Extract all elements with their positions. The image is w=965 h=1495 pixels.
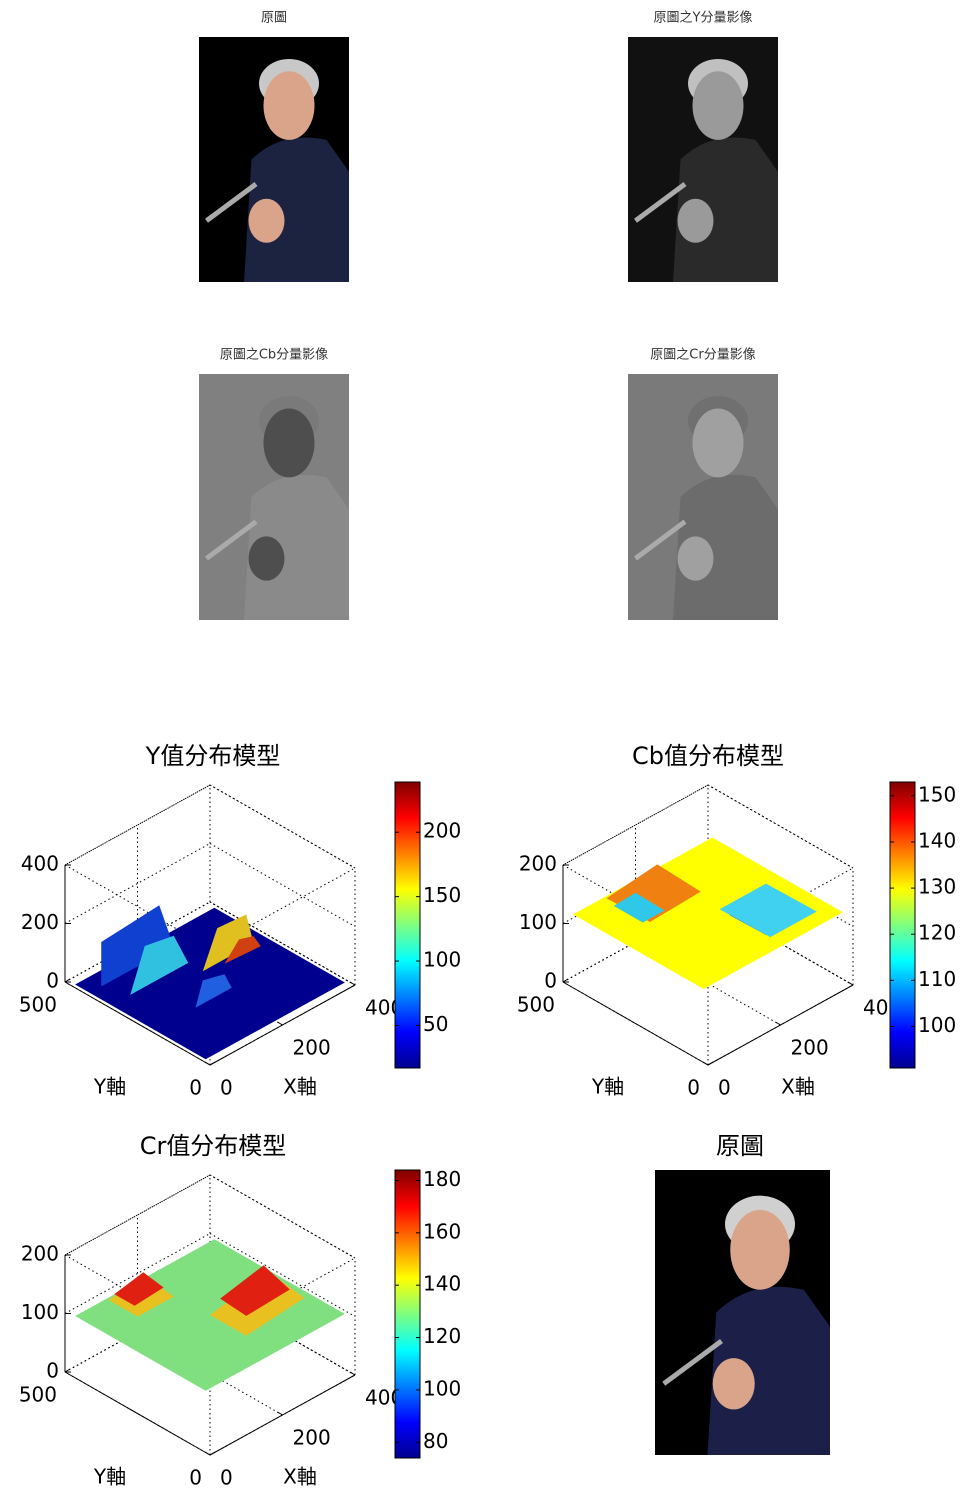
z-tick-label: 0	[46, 969, 59, 993]
tick-mark	[848, 982, 853, 985]
y-tick-label: 500	[19, 993, 57, 1017]
tick-mark	[210, 1452, 215, 1455]
y-tick-label: 0	[189, 1076, 202, 1100]
tick-mark	[205, 1062, 210, 1065]
y-tick-label: 500	[19, 1383, 57, 1407]
colorbar-tick-label: 200	[423, 819, 461, 843]
photo-face	[693, 71, 744, 140]
photo	[655, 1170, 830, 1455]
box-edge	[210, 785, 355, 868]
x-axis-label: X軸	[283, 1075, 317, 1099]
x-axis-label: X軸	[781, 1075, 815, 1099]
z-tick-label: 200	[21, 910, 59, 934]
colorbar-tick-label: 120	[918, 921, 956, 945]
y-axis	[65, 1372, 210, 1455]
y-axis	[563, 982, 708, 1065]
chart-title: Cb值分布模型	[632, 742, 784, 770]
z-tick-label: 200	[21, 1242, 59, 1266]
x-axis-label: X軸	[283, 1465, 317, 1489]
tick-mark	[278, 1412, 283, 1415]
grid-line	[210, 785, 355, 868]
x-tick-label: 0	[220, 1076, 233, 1100]
colorbar-tick-label: 120	[423, 1324, 461, 1348]
z-tick-label: 100	[519, 910, 557, 934]
image-title: 原圖之Cr分量影像	[650, 348, 755, 363]
tick-mark	[708, 1062, 713, 1065]
y-tick-label: 0	[687, 1076, 700, 1100]
photo-face	[693, 408, 744, 477]
tick-mark	[350, 982, 355, 985]
y-axis-label: Y軸	[93, 1075, 126, 1099]
x-tick-label: 0	[220, 1466, 233, 1490]
y-tick-label: 0	[189, 1466, 202, 1490]
colorbar-tick-label: 110	[918, 967, 956, 991]
photo-hand	[249, 199, 285, 243]
colorbar-tick-label: 160	[423, 1219, 461, 1243]
photo-face	[730, 1210, 790, 1290]
x-tick-label: 200	[293, 1036, 331, 1060]
colorbar-tick-label: 150	[918, 782, 956, 806]
colorbar-tick-label: 140	[918, 828, 956, 852]
colorbar-tick-label: 100	[423, 948, 461, 972]
colorbar-tick-label: 180	[423, 1167, 461, 1191]
photo	[199, 37, 349, 282]
photo-face	[264, 71, 315, 140]
colorbar	[395, 1170, 420, 1458]
colorbar-tick-label: 130	[918, 875, 956, 899]
grid-line	[210, 844, 355, 927]
tick-mark	[210, 1062, 215, 1065]
box-edge	[210, 1175, 355, 1258]
tick-mark	[776, 1022, 781, 1025]
photo-hand	[713, 1358, 755, 1409]
image-title: 原圖	[261, 11, 287, 26]
photo	[628, 374, 778, 620]
colorbar-tick-label: 140	[423, 1272, 461, 1296]
colorbar-tick-label: 100	[423, 1376, 461, 1400]
tick-mark	[205, 1452, 210, 1455]
photo	[199, 374, 349, 620]
tick-mark	[278, 1022, 283, 1025]
photo	[628, 37, 778, 282]
x-tick-label: 0	[718, 1076, 731, 1100]
figure: 原圖原圖之Y分量影像原圖之Cb分量影像原圖之Cr分量影像原圖0200400020…	[0, 0, 965, 1495]
colorbar-tick-label: 80	[423, 1429, 448, 1453]
y-tick-label: 500	[517, 993, 555, 1017]
z-tick-label: 100	[21, 1300, 59, 1324]
y-axis-label: Y軸	[591, 1075, 624, 1099]
z-tick-label: 400	[21, 852, 59, 876]
colorbar	[890, 782, 915, 1068]
image-title: 原圖之Y分量影像	[654, 11, 753, 26]
image-title: 原圖	[716, 1132, 764, 1160]
chart-title: Cr值分布模型	[140, 1132, 287, 1160]
z-tick-label: 0	[544, 969, 557, 993]
x-tick-label: 200	[791, 1036, 829, 1060]
photo-face	[264, 408, 315, 477]
image-title: 原圖之Cb分量影像	[220, 348, 328, 363]
photo-hand	[678, 536, 714, 580]
x-tick-label: 200	[293, 1426, 331, 1450]
tick-mark	[703, 1062, 708, 1065]
photo-hand	[678, 199, 714, 243]
colorbar-tick-label: 100	[918, 1013, 956, 1037]
photo-hand	[249, 536, 285, 580]
tick-mark	[350, 1372, 355, 1375]
y-axis-label: Y軸	[93, 1465, 126, 1489]
z-tick-label: 0	[46, 1359, 59, 1383]
colorbar-tick-label: 50	[423, 1012, 448, 1036]
grid-line	[210, 1175, 355, 1258]
chart-title: Y值分布模型	[145, 742, 281, 770]
z-tick-label: 200	[519, 852, 557, 876]
colorbar-tick-label: 150	[423, 883, 461, 907]
